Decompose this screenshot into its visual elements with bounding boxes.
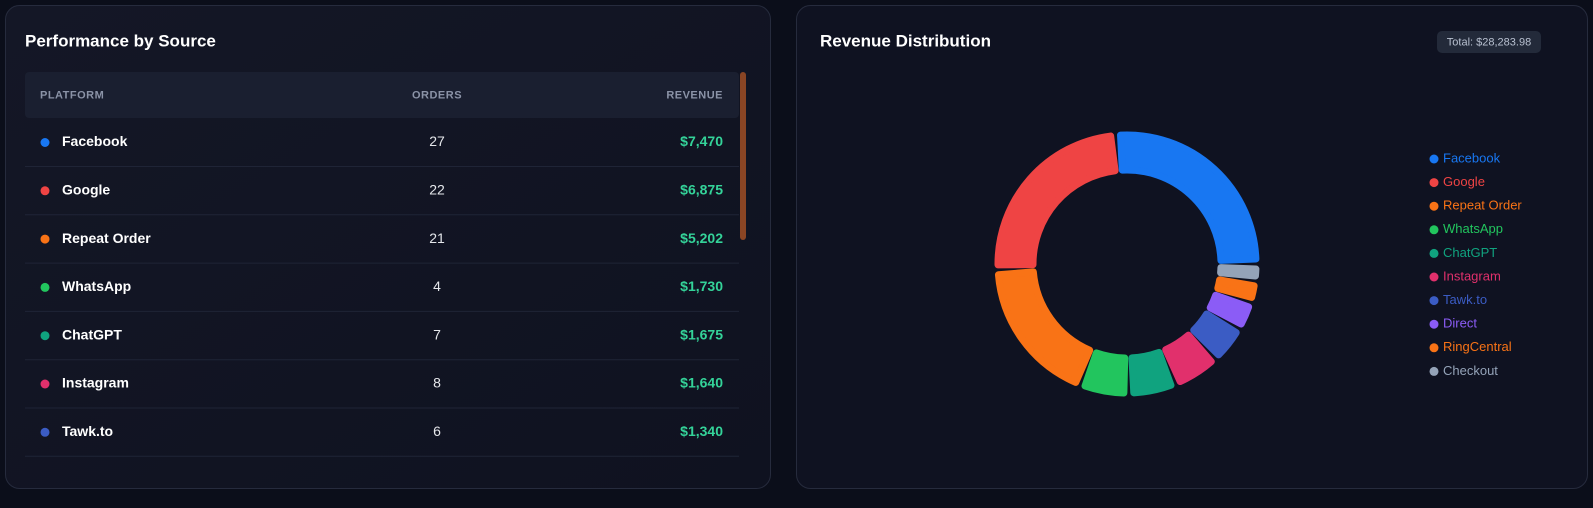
row-dot [40,138,50,147]
revenue-cell: $1,675 [680,326,723,342]
legend-label: Repeat Order [1443,198,1522,213]
platform-cell: Google [62,182,110,198]
row-dot [40,282,50,292]
column-header: ORDERS [412,89,462,101]
column-header: PLATFORM [40,89,104,101]
legend-label: ChatGPT [1443,245,1497,260]
row-dot [40,331,50,341]
platform-cell: Instagram [62,375,129,391]
table-header [25,72,739,118]
chart-title: Revenue Distribution [820,31,991,50]
platform-cell: Repeat Order [62,230,151,246]
donut-segment [1217,264,1260,280]
revenue-cell: $1,730 [680,278,723,294]
legend-swatch [1429,366,1439,376]
legend-swatch [1429,201,1439,211]
orders-cell: 21 [429,230,445,246]
platform-cell: Tawk.to [62,423,113,439]
orders-cell: 22 [429,182,445,198]
donut-segment [1206,291,1253,328]
orders-cell: 4 [433,278,441,294]
revenue-cell: $1,340 [680,423,723,439]
legend-swatch [1429,248,1439,258]
legend-label: Checkout [1443,363,1498,378]
legend-label: Google [1443,174,1485,189]
table-card [5,5,771,489]
orders-cell: 8 [433,375,441,391]
legend-swatch [1429,343,1439,353]
legend-swatch [1429,272,1439,282]
legend-label: Direct [1443,316,1477,331]
legend-swatch [1429,154,1439,164]
donut-segment [994,268,1094,386]
legend-label: Instagram [1443,268,1501,283]
platform-cell: Facebook [62,133,128,149]
donut-segment [1117,131,1260,264]
donut-segment [994,132,1119,269]
row-dot [40,186,50,196]
row-dot [40,234,50,244]
row-dot [40,379,50,389]
orders-cell: 7 [433,326,441,342]
revenue-cell: $1,640 [680,375,723,391]
orders-cell: 27 [429,133,445,149]
donut-segment [1190,310,1240,359]
revenue-cell: $7,470 [680,133,723,149]
orders-cell: 6 [433,423,441,439]
platform-cell: WhatsApp [62,278,131,294]
donut-segment [1162,331,1215,386]
legend-label: WhatsApp [1443,221,1503,236]
row-dot [40,427,50,437]
table-title: Performance by Source [25,31,216,50]
revenue-cell: $5,202 [680,230,723,246]
column-header: REVENUE [666,89,723,101]
legend-label: RingCentral [1443,339,1512,354]
scrollbar[interactable] [740,72,746,240]
legend-swatch [1429,225,1439,235]
donut-segment [1081,349,1129,397]
total-label: Total: $28,283.98 [1447,36,1531,48]
revenue-cell: $6,875 [680,182,723,198]
donut-segment [1214,276,1258,301]
legend-label: Tawk.to [1443,292,1487,307]
legend-swatch [1429,296,1439,306]
legend-swatch [1429,178,1439,188]
chart-card [796,5,1588,489]
platform-cell: ChatGPT [62,326,122,342]
legend-swatch [1429,319,1439,329]
total-badge [1437,31,1541,53]
legend-label: Facebook [1443,150,1501,165]
donut-segment [1128,348,1175,397]
